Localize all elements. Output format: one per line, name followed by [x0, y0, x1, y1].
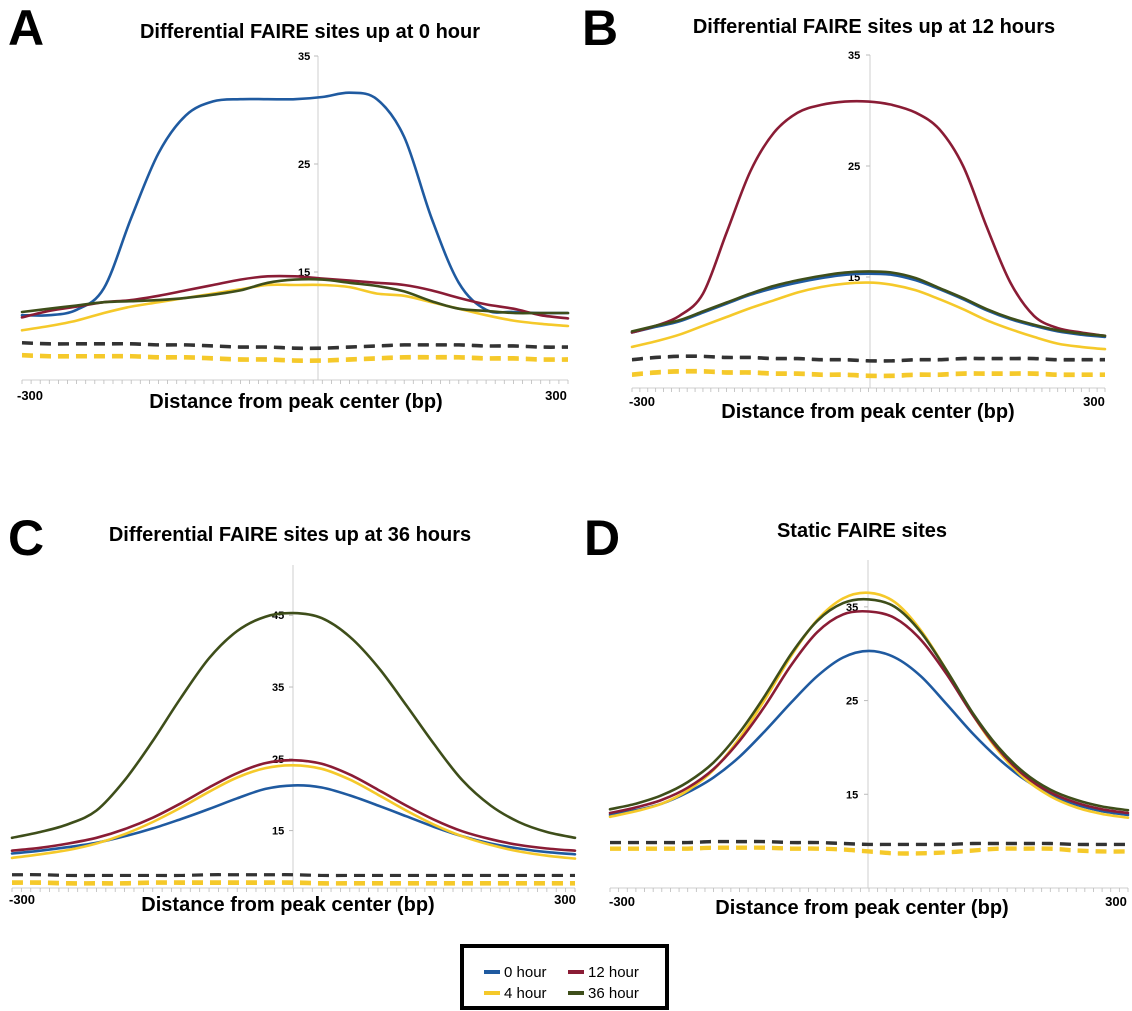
panel-a-dashed-series-4-hour	[21, 352, 569, 361]
panel-c-dashed-series-0-hour	[11, 882, 575, 886]
panel-d-series-36-hour	[608, 597, 1130, 812]
panel-a-dashed-series-36-hour	[21, 342, 569, 351]
panel-b-ytick-label: 35	[848, 50, 860, 62]
panel-b-dashed-series-4-hour	[631, 368, 1105, 377]
panel-letter-a: A	[8, 0, 44, 56]
panel-a: A Differential FAIRE sites up at 0 hour …	[8, 0, 570, 413]
panel-a-ytick-label: 35	[298, 51, 310, 63]
panel-c-dashed-series-36-hour	[11, 873, 575, 878]
panel-a-series-36-hour	[20, 277, 570, 315]
panel-c-series-4-hour	[10, 763, 577, 860]
panel-b: B Differential FAIRE sites up at 12 hour…	[582, 0, 1107, 423]
panel-letter-b: B	[582, 0, 618, 56]
panel-c-ytick-label: 45	[272, 610, 284, 622]
panel-b-xtick-max: 300	[1083, 394, 1105, 409]
panel-b-dashed-series-36-hour	[631, 355, 1105, 363]
panel-c-xtick-min: -300	[9, 892, 35, 907]
panel-c-series-36-hour	[10, 611, 577, 840]
panel-d-dashed-series-0-hour	[609, 847, 1129, 856]
panel-a-xtick-min: -300	[17, 388, 43, 403]
panel-c-xlabel: Distance from peak center (bp)	[141, 894, 434, 916]
panel-d-series-4-hour	[608, 591, 1130, 819]
panel-a-series-4-hour	[20, 283, 570, 332]
panel-d-ytick-label: 25	[846, 696, 858, 708]
legend-label-36-hour: 36 hour	[588, 985, 639, 1002]
panel-d-title: Static FAIRE sites	[777, 520, 947, 542]
panel-b-series-12-hour	[630, 99, 1107, 338]
panel-d-xtick-max: 300	[1105, 894, 1127, 909]
panel-d-xlabel: Distance from peak center (bp)	[715, 897, 1008, 919]
panel-a-xlabel: Distance from peak center (bp)	[149, 391, 442, 413]
panel-c-ytick-label: 35	[272, 682, 284, 694]
panel-b-title: Differential FAIRE sites up at 12 hours	[693, 16, 1055, 38]
legend-label-0-hour: 0 hour	[504, 964, 547, 981]
legend-box	[460, 944, 669, 1010]
panel-b-xtick-min: -300	[629, 394, 655, 409]
panel-b-series-36-hour	[630, 270, 1107, 338]
panel-d-ytick-label: 15	[846, 789, 858, 801]
panel-b-xlabel: Distance from peak center (bp)	[721, 401, 1014, 423]
panel-letter-c: C	[8, 510, 44, 566]
panel-d-dashed-series-4-hour	[609, 845, 1129, 854]
panel-b-ytick-label: 25	[848, 161, 860, 173]
legend-label-4-hour: 4 hour	[504, 985, 547, 1002]
panel-c-series-12-hour	[10, 758, 577, 852]
panel-d-xtick-min: -300	[609, 894, 635, 909]
panel-c-xtick-max: 300	[554, 892, 576, 907]
panel-a-xtick-max: 300	[545, 388, 567, 403]
panel-a-title: Differential FAIRE sites up at 0 hour	[140, 21, 480, 43]
panel-d-dashed-series-36-hour	[610, 840, 1128, 847]
panel-c-ytick-label: 15	[272, 826, 284, 838]
panel-a-ytick-label: 25	[298, 159, 310, 171]
panel-b-series-4-hour	[630, 281, 1107, 351]
panel-letter-d: D	[584, 510, 620, 566]
legend-label-12-hour: 12 hour	[588, 964, 639, 981]
panel-a-dashed-series-0-hour	[21, 354, 569, 363]
panel-b-dashed-series-0-hour	[631, 371, 1105, 379]
panel-c: C Differential FAIRE sites up at 36 hour…	[8, 510, 577, 916]
legend: 0 hour 12 hour 4 hour 36 hour	[460, 944, 669, 1010]
panel-c-title: Differential FAIRE sites up at 36 hours	[109, 524, 471, 546]
panel-c-dashed-series-4-hour	[11, 880, 575, 884]
panel-d-series-12-hour	[608, 609, 1130, 815]
panel-a-series-0-hour	[20, 91, 570, 317]
